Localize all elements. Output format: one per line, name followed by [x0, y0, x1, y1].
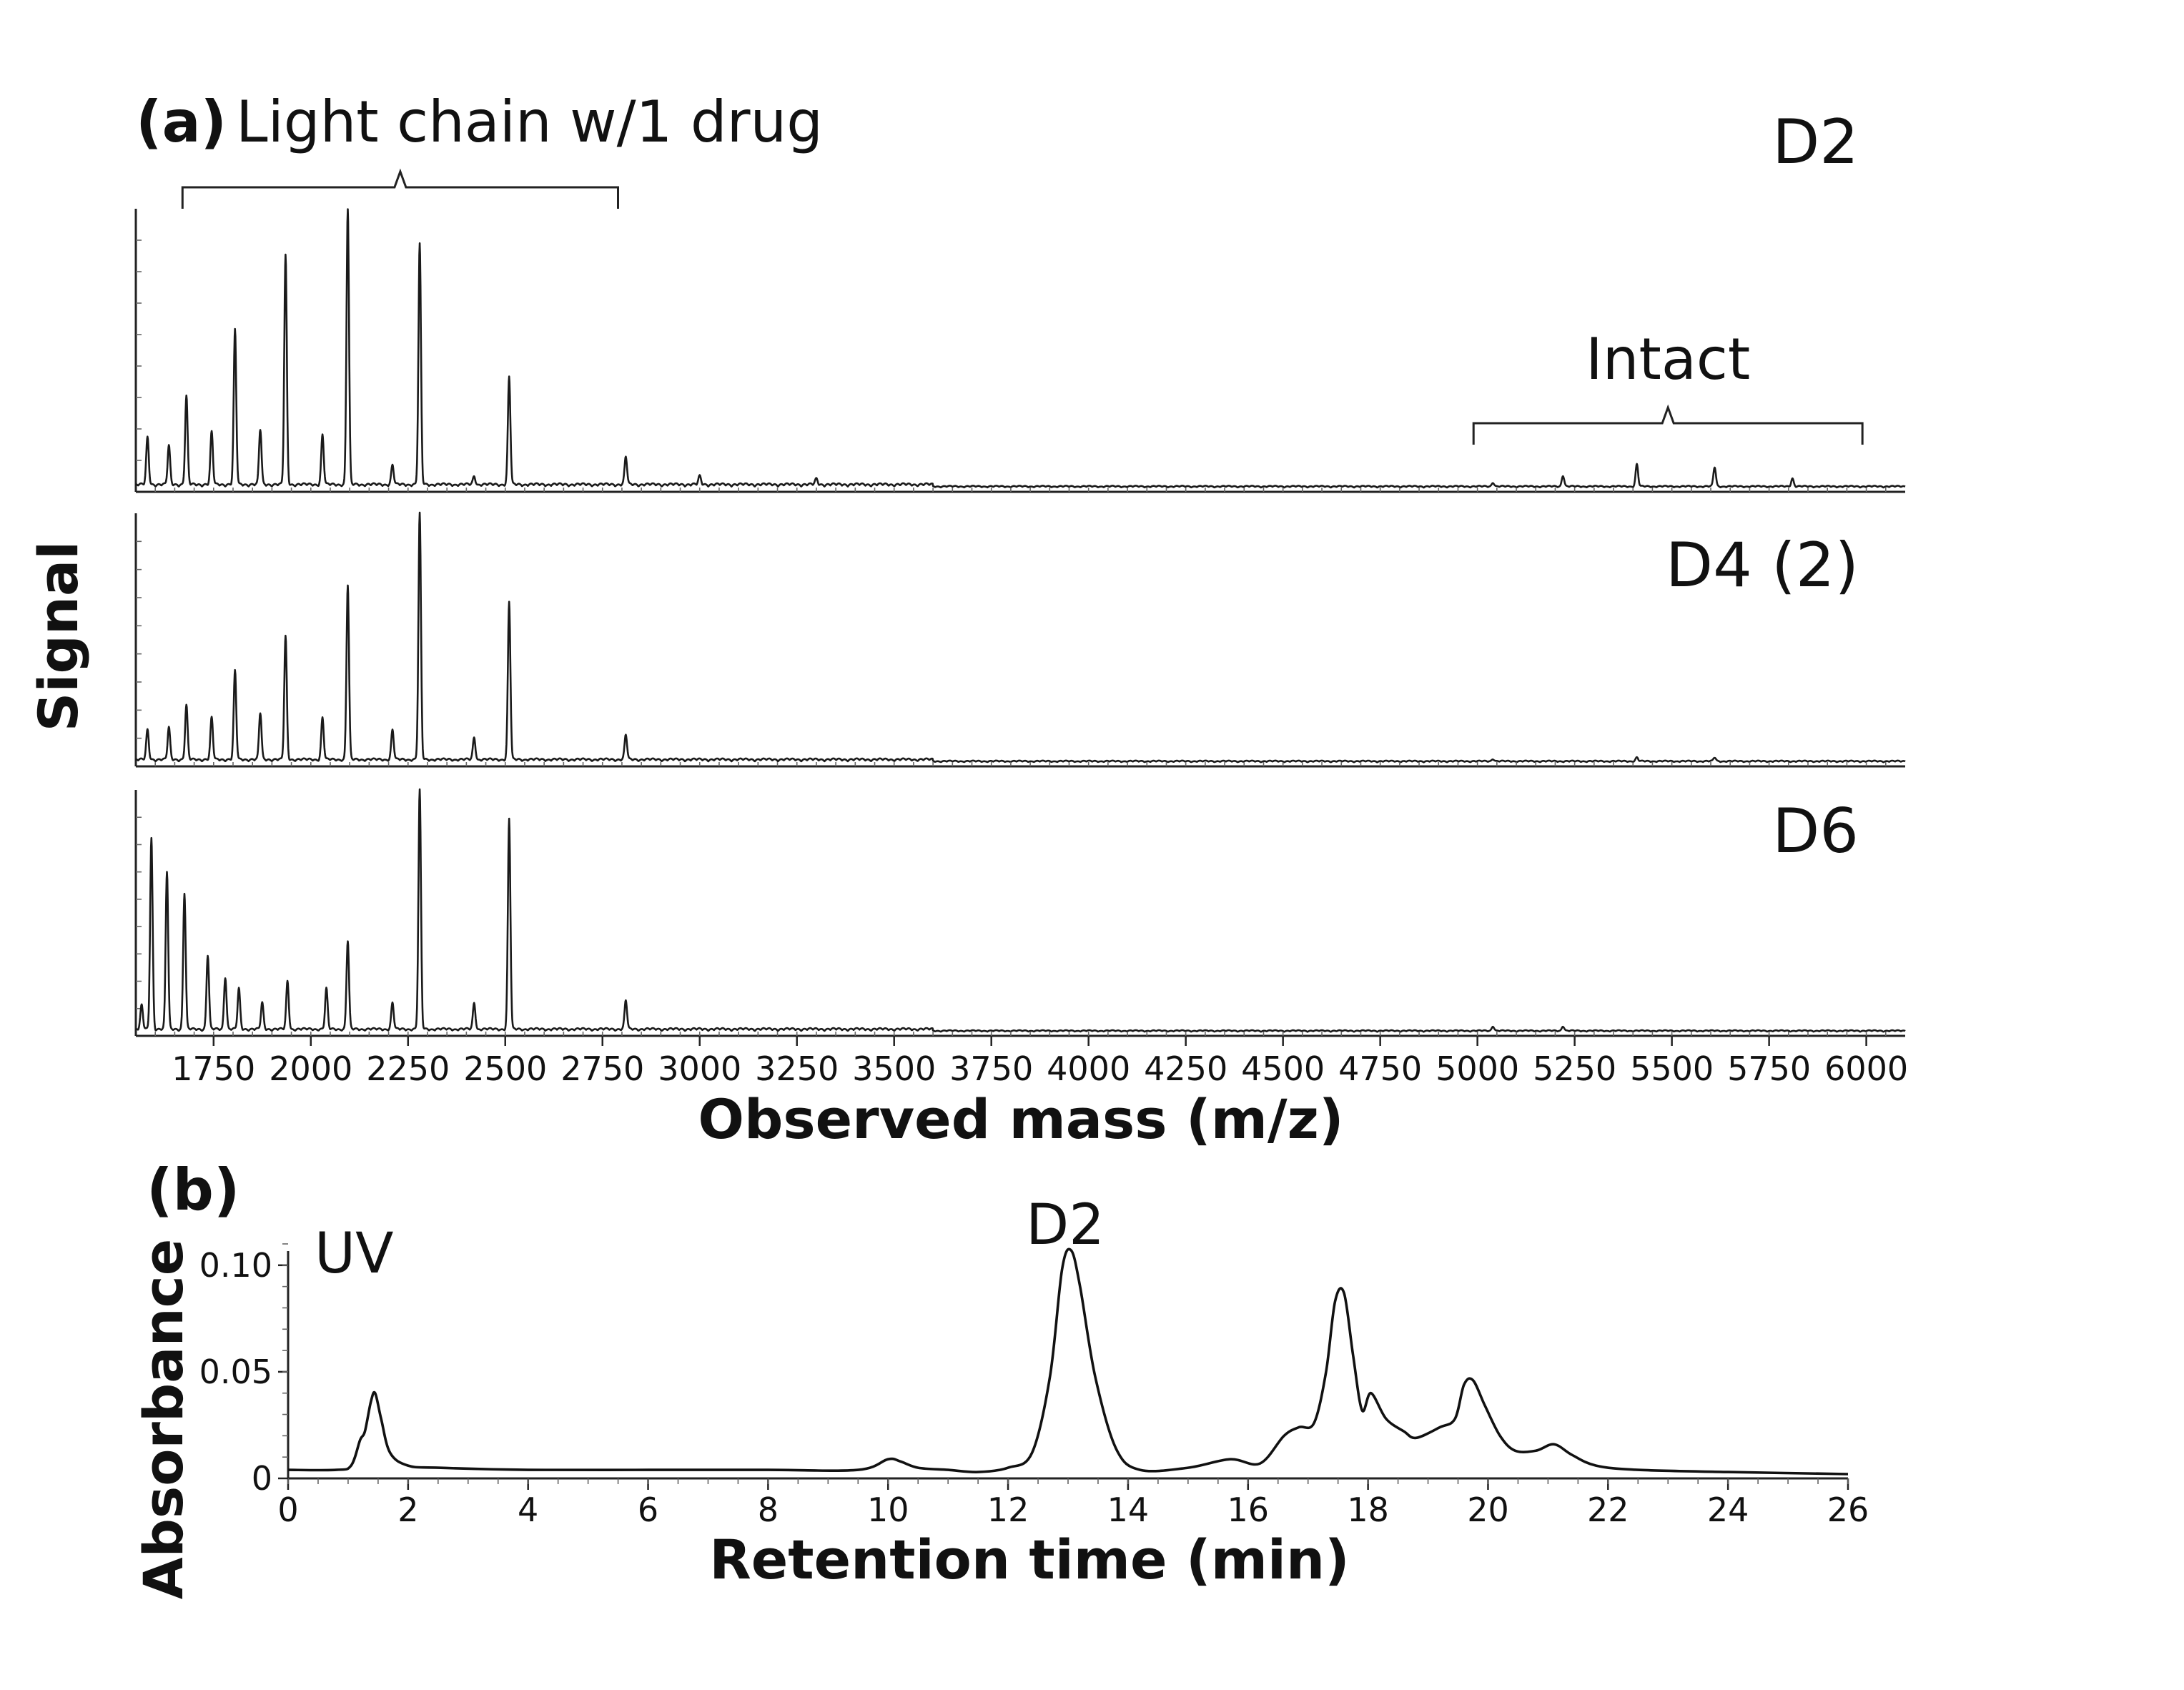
mass-x-axis: 1750 2000 2250 2500 2750 3000 3250 3500 3750 4000… — [172, 1036, 1908, 1088]
uv-x-tick-label: 14 — [1107, 1491, 1150, 1529]
mass-x-tick-label: 2500 — [463, 1049, 547, 1088]
uv-x-tick-label: 12 — [987, 1491, 1029, 1529]
mass-x-tick-label: 3250 — [755, 1049, 839, 1088]
uv-x-tick-label: 26 — [1827, 1491, 1869, 1529]
mass-x-tick-label: 2250 — [366, 1049, 450, 1088]
spectrum-trace — [135, 511, 1906, 764]
intact-label: Intact — [1586, 326, 1750, 392]
spectrum-1: D2 — [134, 107, 1906, 493]
spectrum-trace — [135, 788, 1906, 1033]
uv-x-tick-label: 10 — [867, 1491, 909, 1529]
panel-b-ylabel: Absorbance — [132, 1239, 195, 1600]
sample-label: D4 (2) — [1666, 530, 1859, 601]
uv-y-tick-label: 0.10 — [199, 1246, 272, 1285]
uv-x-tick-label: 18 — [1347, 1491, 1389, 1529]
uv-x-tick-label: 20 — [1467, 1491, 1509, 1529]
panel-b-letter: (b) — [147, 1157, 239, 1223]
uv-x-tick-label: 4 — [518, 1491, 538, 1529]
panel-b-xlabel: Retention time (min) — [709, 1528, 1350, 1591]
uv-label: UV — [315, 1222, 393, 1286]
panel-a-xlabel: Observed mass (m/z) — [698, 1087, 1343, 1151]
mass-x-tick-label: 5750 — [1727, 1049, 1811, 1088]
uv-y-tick-label: 0.05 — [199, 1353, 272, 1391]
sample-label: D2 — [1772, 107, 1859, 178]
spectrum-2: D4 (2) — [134, 511, 1906, 768]
uv-x-tick-label: 24 — [1707, 1491, 1749, 1529]
mass-x-tick-label: 3000 — [658, 1049, 741, 1088]
uv-x-tick-label: 0 — [277, 1491, 298, 1529]
panel-a-title: Light chain w/1 drug — [236, 89, 823, 155]
mass-x-tick-label: 2000 — [269, 1049, 352, 1088]
spectrum-trace — [135, 208, 1906, 489]
uv-trace — [287, 1247, 1849, 1476]
mass-x-tick-label: 4000 — [1047, 1049, 1130, 1088]
uv-x-tick-label: 22 — [1587, 1491, 1629, 1529]
mass-x-tick-label: 5000 — [1436, 1049, 1519, 1088]
mass-x-tick-label: 5500 — [1630, 1049, 1714, 1088]
uv-y-tick-label: 0 — [252, 1459, 272, 1498]
uv-x-tick-label: 6 — [638, 1491, 658, 1529]
uv-x-tick-label: 2 — [397, 1491, 418, 1529]
mass-x-tick-label: 1750 — [172, 1049, 255, 1088]
mass-x-tick-label: 3500 — [852, 1049, 936, 1088]
mass-x-tick-label: 4500 — [1241, 1049, 1325, 1088]
panel-a-letter: (a) — [136, 89, 227, 155]
intact-bracket — [1472, 404, 1864, 445]
uv-x-tick-label: 8 — [758, 1491, 779, 1529]
light-chain-bracket — [181, 168, 620, 209]
sample-label: D6 — [1772, 796, 1859, 867]
mass-x-tick-label: 5250 — [1533, 1049, 1616, 1088]
d2-peak-label: D2 — [1026, 1193, 1105, 1257]
mass-x-tick-label: 3750 — [949, 1049, 1033, 1088]
mass-spectra: D2 D4 (2) D6 — [134, 107, 1906, 1037]
uv-x-tick-label: 16 — [1227, 1491, 1269, 1529]
mass-x-tick-label: 2750 — [560, 1049, 644, 1088]
mass-x-tick-label: 4750 — [1338, 1049, 1422, 1088]
mass-x-tick-label: 4250 — [1144, 1049, 1227, 1088]
spectrum-3: D6 — [134, 788, 1906, 1037]
panel-a-ylabel: Signal — [26, 541, 90, 732]
mass-x-tick-label: 6000 — [1824, 1049, 1908, 1088]
